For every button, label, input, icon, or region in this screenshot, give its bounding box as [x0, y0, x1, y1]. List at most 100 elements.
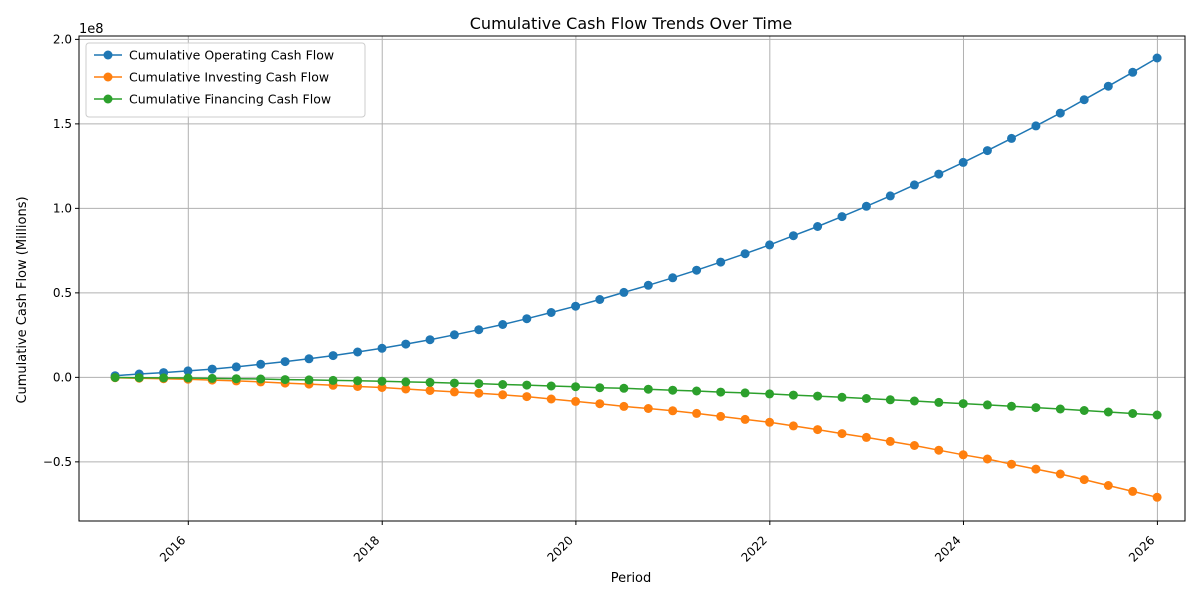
data-point — [1055, 404, 1065, 414]
data-point — [1152, 53, 1162, 63]
series-2 — [110, 373, 1162, 502]
data-point — [522, 392, 532, 402]
data-point — [449, 378, 459, 388]
data-point — [231, 374, 241, 384]
data-point — [958, 157, 968, 167]
data-point — [765, 240, 775, 250]
legend-marker — [103, 72, 113, 82]
data-point — [498, 380, 508, 389]
data-point — [1079, 406, 1089, 415]
data-point — [425, 377, 435, 387]
data-point — [765, 417, 775, 427]
data-point — [546, 394, 556, 404]
data-point — [1007, 459, 1016, 469]
data-point — [1031, 464, 1041, 474]
data-point — [134, 373, 144, 383]
legend-label: Cumulative Operating Cash Flow — [129, 48, 334, 63]
data-point — [1055, 108, 1065, 118]
data-point — [1128, 67, 1138, 77]
data-point — [692, 265, 702, 275]
legend-item: Cumulative Financing Cash Flow — [94, 92, 331, 107]
data-point — [788, 390, 798, 400]
series-group — [110, 53, 1162, 502]
legend-marker — [103, 94, 113, 104]
data-point — [110, 373, 120, 382]
data-point — [546, 308, 556, 317]
data-point — [909, 180, 919, 190]
data-point — [401, 377, 411, 387]
y-tick-label: 0.5 — [53, 286, 72, 300]
data-point — [788, 231, 798, 241]
data-point — [982, 146, 992, 156]
data-point — [668, 385, 678, 395]
data-point — [934, 169, 944, 179]
data-point — [401, 384, 411, 394]
data-point — [1031, 403, 1041, 413]
data-point — [885, 436, 895, 446]
data-point — [328, 375, 338, 385]
y-tick-label: 1.0 — [53, 201, 72, 215]
data-point — [183, 373, 193, 383]
data-point — [474, 379, 484, 389]
data-point — [256, 359, 266, 369]
data-point — [1152, 410, 1162, 420]
data-point — [377, 383, 387, 392]
data-point — [183, 366, 193, 376]
data-point — [1079, 95, 1089, 105]
legend-box — [85, 42, 366, 118]
data-point — [958, 450, 968, 460]
legend: Cumulative Operating Cash Flow Cumulative… — [85, 42, 366, 118]
data-point — [716, 411, 726, 421]
data-point — [643, 280, 653, 290]
data-point — [353, 376, 363, 386]
data-point — [571, 301, 581, 311]
chart-title: Cumulative Cash Flow Trends Over Time — [470, 14, 793, 33]
data-point — [885, 191, 895, 201]
data-point — [1152, 492, 1162, 502]
legend-item: Cumulative Investing Cash Flow — [94, 70, 329, 85]
data-point — [377, 376, 387, 386]
data-point — [256, 374, 266, 384]
data-point — [861, 432, 871, 442]
data-point — [1079, 475, 1089, 485]
legend-marker — [103, 50, 113, 60]
data-point — [643, 404, 653, 413]
data-point — [595, 399, 605, 409]
data-point — [813, 425, 823, 435]
data-point — [619, 401, 629, 411]
data-point — [619, 287, 629, 297]
data-point — [498, 320, 508, 329]
data-point — [643, 384, 653, 394]
data-point — [934, 445, 944, 455]
legend-item: Cumulative Operating Cash Flow — [94, 48, 334, 63]
data-point — [474, 388, 484, 398]
data-point — [982, 400, 992, 410]
data-point — [280, 375, 290, 385]
data-point — [837, 429, 847, 439]
data-point — [304, 375, 314, 385]
data-point — [909, 441, 919, 450]
y-tick-label: −0.5 — [43, 455, 72, 469]
data-point — [571, 396, 581, 406]
data-point — [571, 382, 581, 392]
y-tick-label: 1.5 — [53, 117, 72, 131]
data-point — [474, 325, 484, 335]
y-tick-label: 2.0 — [53, 32, 72, 46]
data-point — [813, 391, 823, 401]
data-point — [1055, 469, 1065, 479]
data-point — [159, 373, 169, 383]
series-1 — [110, 53, 1162, 381]
data-point — [425, 386, 435, 395]
data-point — [207, 373, 217, 383]
data-point — [231, 362, 241, 372]
data-point — [425, 335, 435, 345]
legend-label: Cumulative Investing Cash Flow — [129, 70, 329, 85]
data-point — [716, 387, 726, 397]
y-axis: −0.5 0.0 0.5 1.0 1.5 2.0 — [43, 32, 79, 469]
data-point — [449, 387, 459, 397]
data-point — [1007, 133, 1016, 143]
data-point — [740, 388, 750, 398]
data-point — [740, 414, 750, 424]
plot-frame — [78, 35, 1186, 522]
data-point — [328, 351, 338, 361]
